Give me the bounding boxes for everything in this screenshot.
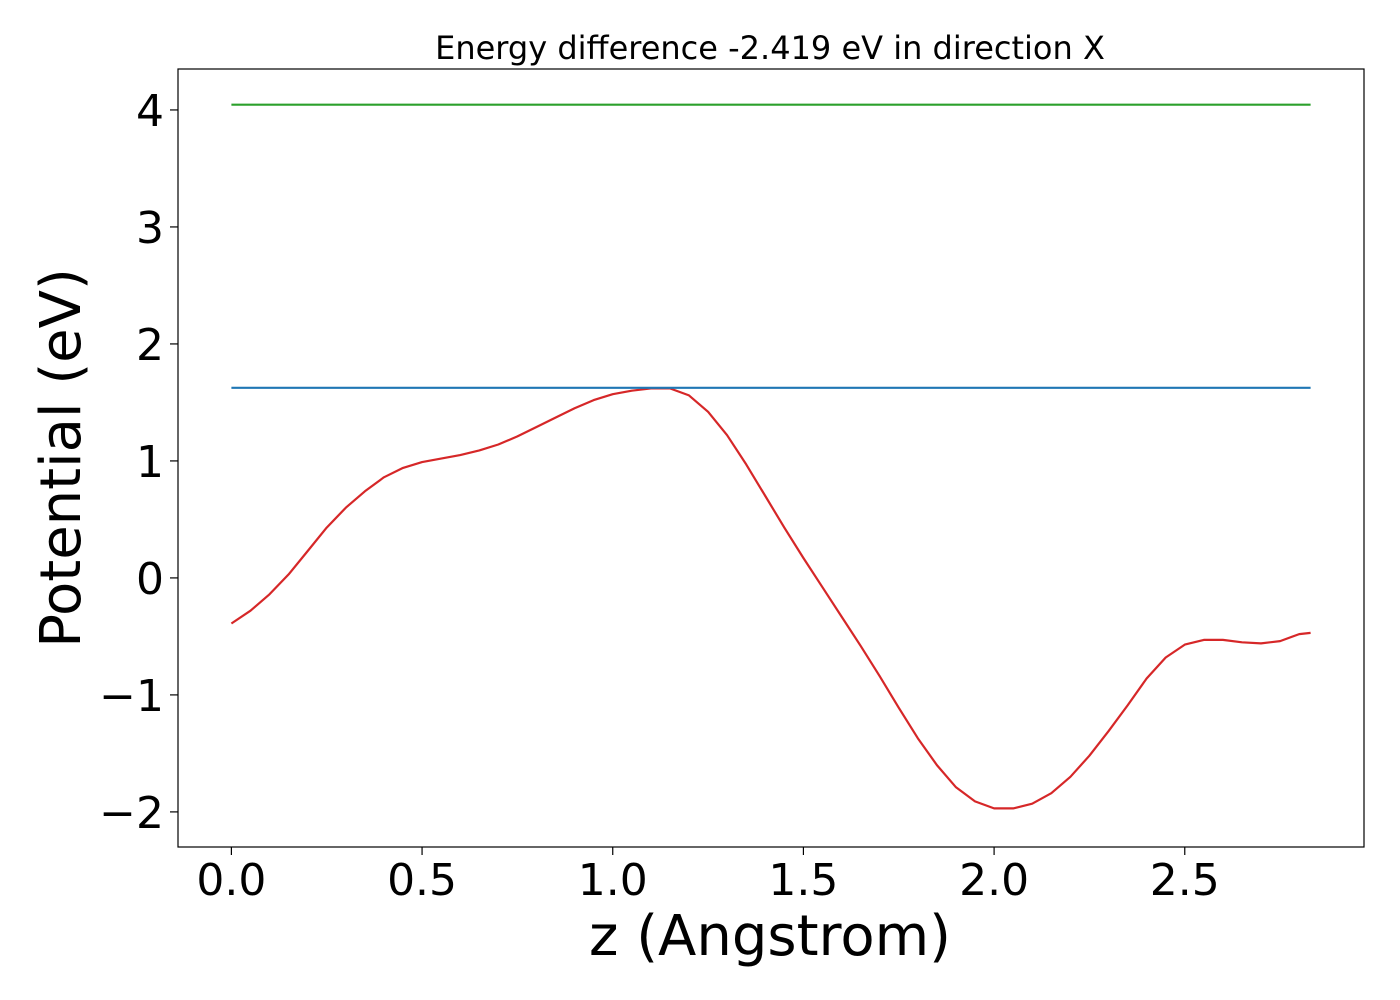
- x-tick-label: 2.5: [1150, 855, 1220, 906]
- y-axis-label: Potential (eV): [29, 268, 94, 648]
- x-tick-label: 0.5: [387, 855, 457, 906]
- y-tick-label: 1: [136, 437, 164, 488]
- y-tick-label: 3: [136, 203, 164, 254]
- chart-title: Energy difference -2.419 eV in direction…: [435, 29, 1105, 67]
- y-tick-label: 4: [136, 86, 164, 137]
- series-line-1: [230, 387, 1311, 810]
- x-axis-label: z (Angstrom): [589, 904, 951, 969]
- plot-area: [177, 68, 1365, 848]
- x-tick-label: 2.0: [959, 855, 1029, 906]
- y-tick-label: −1: [99, 671, 164, 722]
- x-axis: 0.0 0.5 1.0 1.5 2.0 2.5: [196, 847, 1220, 906]
- y-tick-label: 2: [136, 320, 164, 371]
- x-tick-label: 1.5: [768, 855, 838, 906]
- y-tick-label: −2: [99, 788, 164, 839]
- x-tick-label: 1.0: [578, 855, 648, 906]
- y-tick-label: 0: [136, 554, 164, 605]
- plot-frame: [177, 68, 1365, 848]
- x-tick-label: 0.0: [196, 855, 266, 906]
- y-axis: −2 −1 0 1 2 3 4: [99, 86, 178, 839]
